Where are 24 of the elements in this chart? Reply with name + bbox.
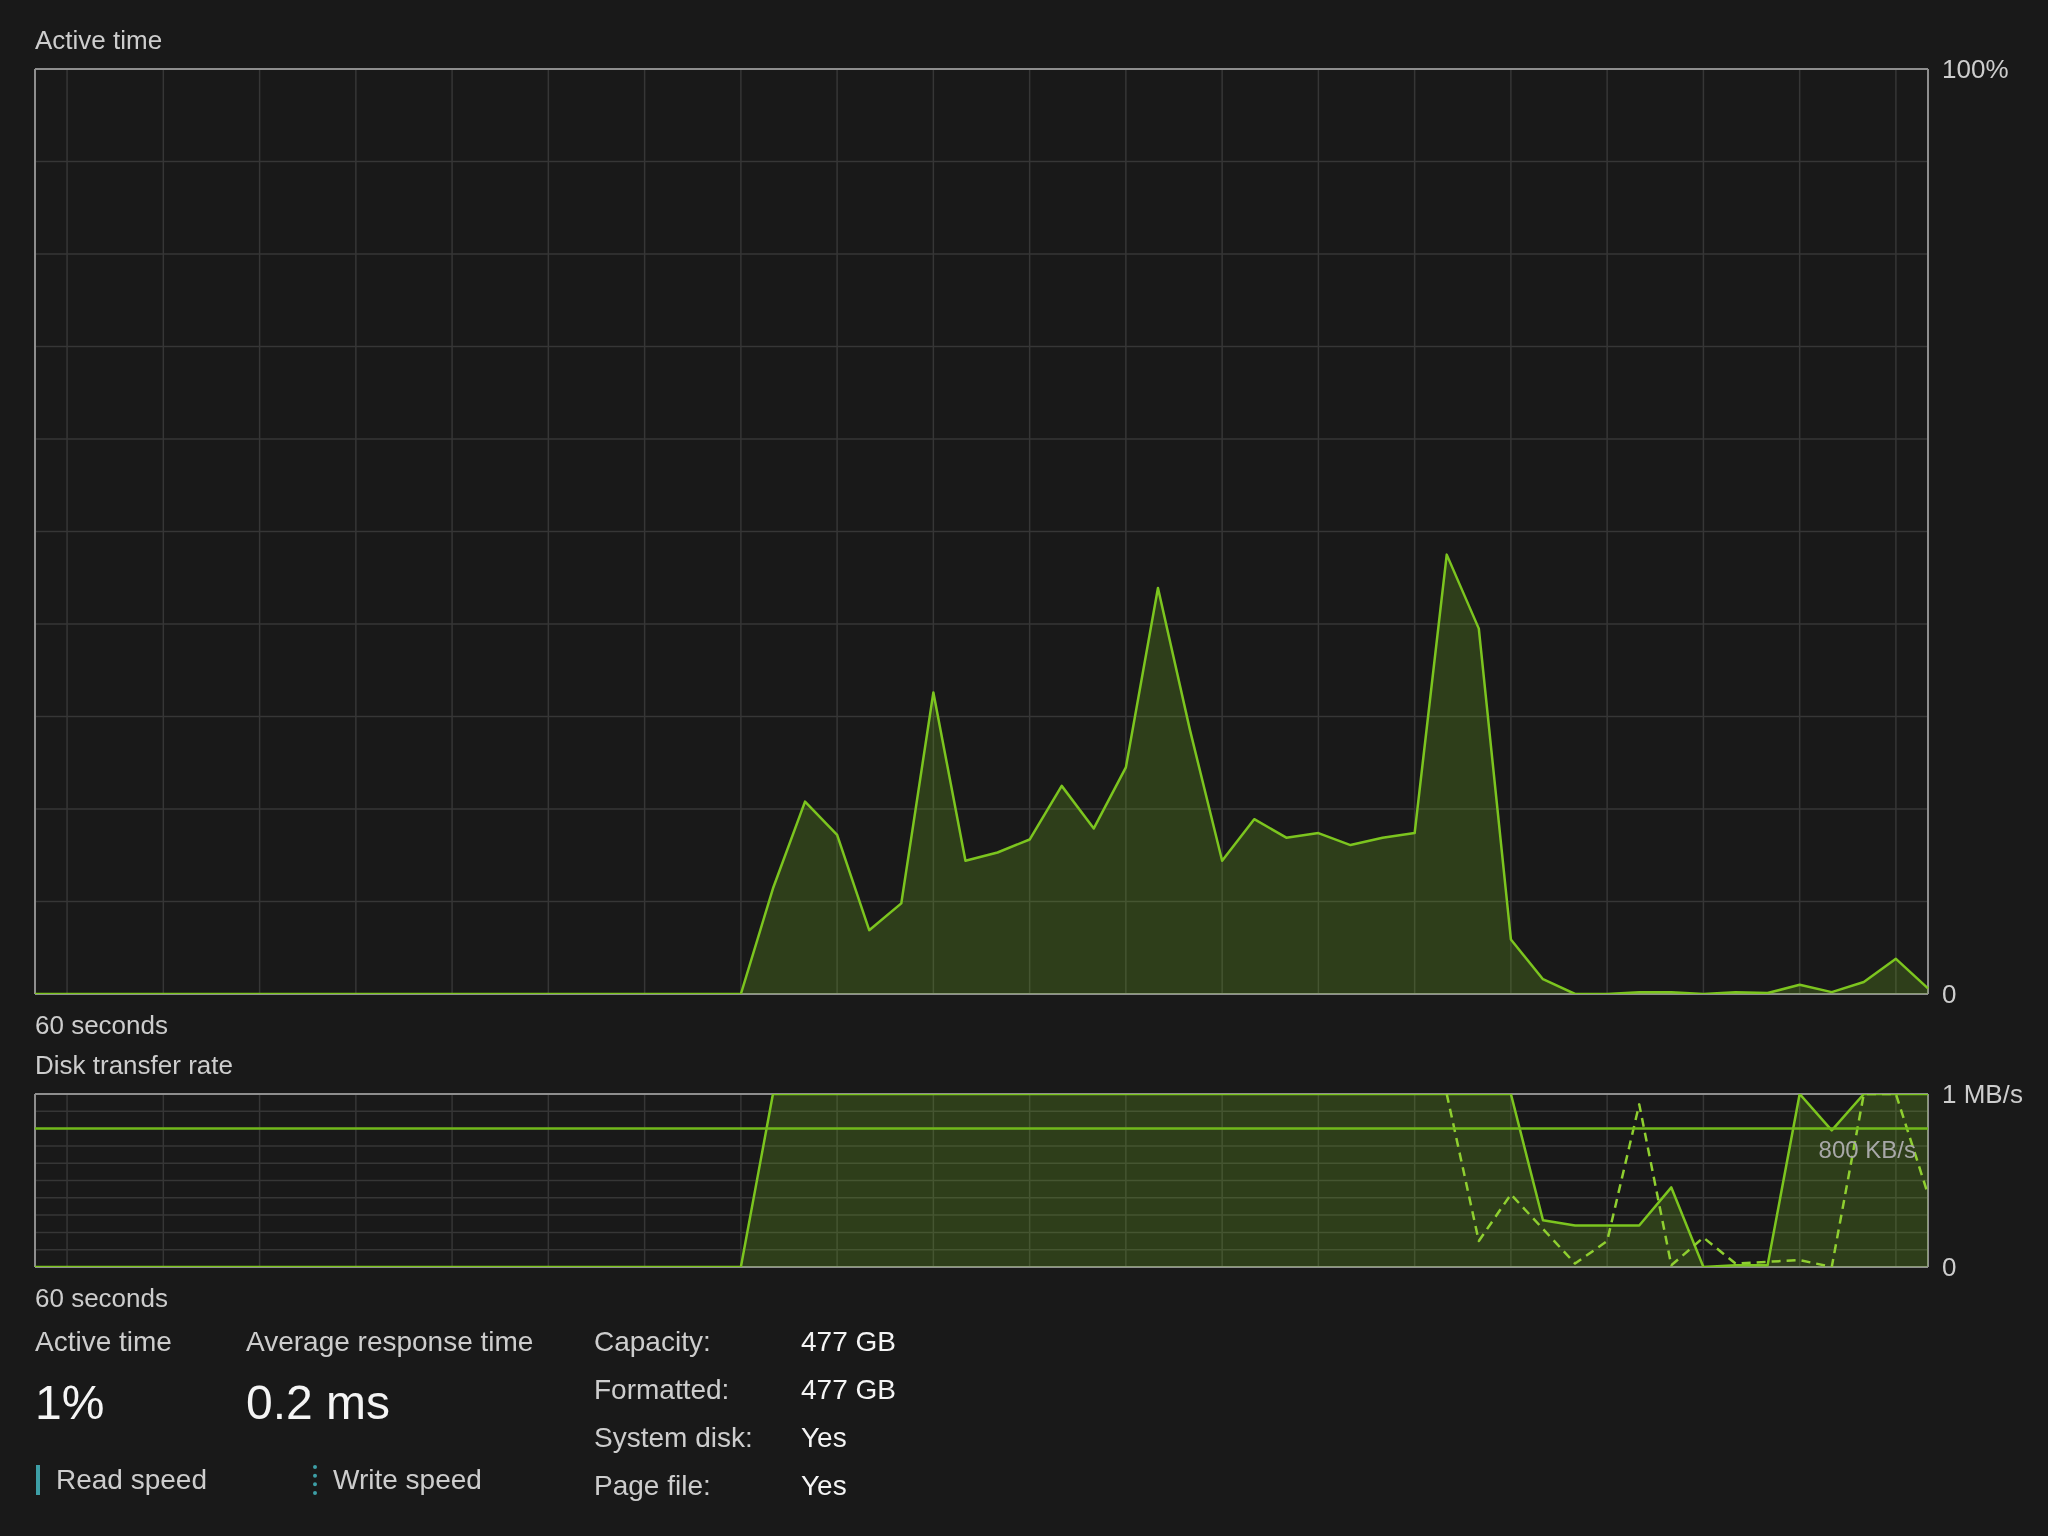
x-axis-title: 60 seconds (35, 1283, 168, 1313)
ref-line-label: 800 KB/s (1818, 1135, 1916, 1163)
line-series (1445, 1094, 1930, 1267)
text: 1% (35, 1375, 105, 1431)
chart-title: Disk transfer rate (35, 1050, 233, 1080)
chart-title: Active time (35, 25, 163, 55)
text: Page file: (594, 1469, 711, 1503)
text: System disk: (594, 1421, 753, 1455)
text: Active time (35, 1325, 172, 1359)
text: 0.2 ms (246, 1375, 391, 1431)
text: 477 GB (801, 1373, 896, 1407)
text: Average response time (246, 1325, 534, 1359)
y-tick-label: 0 (1942, 979, 1957, 1010)
y-tick-label: 0 (1942, 1252, 1957, 1283)
text: Write speed (333, 1463, 482, 1497)
x-axis-title: 60 seconds (35, 1010, 168, 1040)
y-tick-label: 100% (1942, 54, 2009, 85)
text: Yes (801, 1469, 847, 1503)
text: Yes (801, 1421, 847, 1455)
text: 477 GB (801, 1325, 896, 1359)
y-tick-label: 1 MB/s (1942, 1079, 2023, 1110)
text: Formatted: (594, 1373, 730, 1407)
text: Read speed (56, 1463, 208, 1497)
text: Capacity: (594, 1325, 711, 1359)
